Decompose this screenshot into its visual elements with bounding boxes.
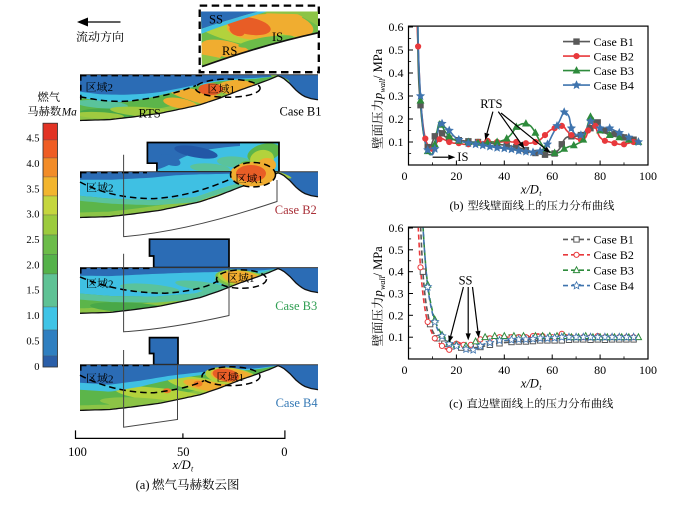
svg-text:0.4: 0.4 (389, 66, 404, 80)
svg-text:p: p (371, 93, 385, 100)
svg-text:/ MPa: / MPa (371, 246, 385, 277)
svg-text:Case B3: Case B3 (594, 64, 634, 78)
svg-text:(b): (b) (450, 199, 464, 213)
svg-text:Case B4: Case B4 (594, 279, 634, 293)
svg-text:40: 40 (498, 363, 510, 377)
svg-text:SS: SS (459, 274, 473, 288)
svg-text:100: 100 (639, 363, 657, 377)
svg-text:x/D: x/D (520, 183, 539, 197)
svg-text:p: p (371, 290, 385, 297)
svg-text:2: 2 (108, 373, 114, 385)
svg-text:0.5: 0.5 (389, 43, 404, 57)
svg-text:1.5: 1.5 (26, 286, 39, 297)
svg-text:IS: IS (272, 30, 283, 44)
svg-text:80: 80 (594, 169, 606, 183)
svg-text:RTS: RTS (480, 97, 502, 111)
svg-text:2.0: 2.0 (26, 260, 39, 271)
svg-text:IS: IS (457, 150, 468, 164)
svg-text:1: 1 (258, 174, 264, 186)
svg-text:Case B2: Case B2 (594, 248, 634, 262)
svg-text:Case B2: Case B2 (275, 203, 317, 217)
svg-text:60: 60 (546, 169, 558, 183)
svg-text:0.3: 0.3 (389, 287, 404, 301)
svg-text:SS: SS (209, 13, 223, 27)
svg-text:0.4: 0.4 (389, 265, 404, 279)
svg-text:100: 100 (68, 445, 87, 459)
svg-text:0.6: 0.6 (389, 20, 404, 34)
svg-text:t: t (191, 464, 194, 473)
svg-text:0: 0 (402, 363, 408, 377)
svg-text:Case B1: Case B1 (280, 105, 322, 119)
svg-text:/ MPa: / MPa (371, 48, 385, 79)
svg-text:0.1: 0.1 (389, 135, 404, 149)
svg-text:0.6: 0.6 (389, 221, 404, 235)
svg-text:100: 100 (639, 169, 657, 183)
svg-text:Case B3: Case B3 (594, 263, 634, 277)
svg-text:20: 20 (450, 169, 462, 183)
svg-text:2: 2 (108, 82, 114, 94)
svg-text:t: t (539, 383, 542, 392)
svg-text:0: 0 (281, 445, 287, 459)
svg-text:1: 1 (239, 372, 245, 384)
svg-text:0: 0 (34, 362, 39, 373)
svg-text:80: 80 (594, 363, 606, 377)
svg-text:wall: wall (378, 78, 387, 93)
svg-text:(a): (a) (136, 478, 150, 492)
svg-text:t: t (539, 189, 542, 198)
svg-text:3.5: 3.5 (26, 184, 39, 195)
svg-text:40: 40 (498, 169, 510, 183)
svg-text:Case B1: Case B1 (594, 35, 634, 49)
svg-text:2.5: 2.5 (26, 235, 39, 246)
svg-text:0.2: 0.2 (389, 112, 404, 126)
svg-text:0.2: 0.2 (389, 308, 404, 322)
svg-text:(c): (c) (449, 397, 462, 411)
svg-text:0.5: 0.5 (389, 243, 404, 257)
svg-text:0.5: 0.5 (26, 336, 39, 347)
svg-text:Case B4: Case B4 (594, 78, 634, 92)
svg-text:1: 1 (249, 273, 255, 285)
svg-text:2: 2 (108, 279, 114, 291)
svg-text:2: 2 (108, 183, 114, 195)
svg-text:0: 0 (402, 169, 408, 183)
svg-text:60: 60 (546, 363, 558, 377)
svg-text:20: 20 (450, 363, 462, 377)
svg-text:50: 50 (177, 445, 190, 459)
svg-text:RTS: RTS (139, 107, 161, 121)
svg-text:Case B4: Case B4 (276, 396, 319, 410)
svg-text:x/D: x/D (520, 377, 539, 391)
svg-text:Case B1: Case B1 (594, 233, 634, 247)
svg-text:3.0: 3.0 (26, 210, 39, 221)
svg-text:wall: wall (378, 275, 387, 290)
svg-text:0.1: 0.1 (389, 330, 404, 344)
svg-text:4.0: 4.0 (26, 159, 39, 170)
svg-text:4.5: 4.5 (26, 134, 39, 145)
svg-text:1: 1 (230, 84, 236, 96)
svg-text:0.3: 0.3 (389, 89, 404, 103)
svg-text:1.0: 1.0 (26, 311, 39, 322)
svg-text:RS: RS (222, 44, 237, 58)
svg-text:Case B3: Case B3 (275, 299, 317, 313)
svg-text:x/D: x/D (172, 458, 191, 472)
svg-text:Case B2: Case B2 (594, 49, 634, 63)
svg-text:Ma: Ma (61, 106, 77, 118)
